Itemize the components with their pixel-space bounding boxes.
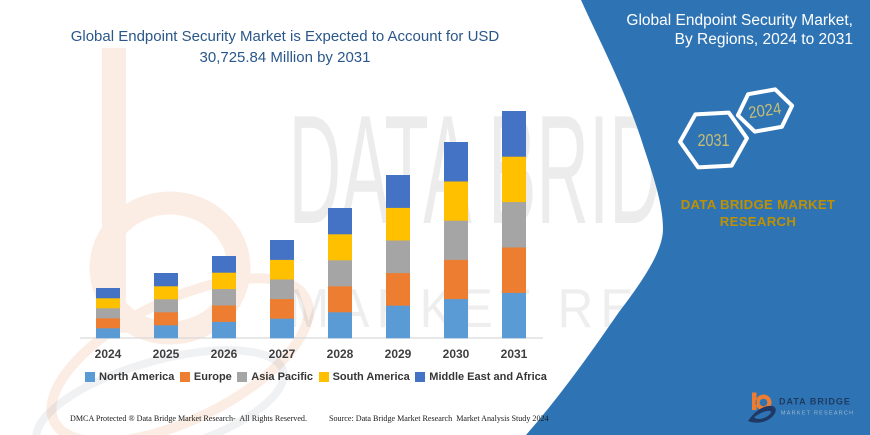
svg-text:2024: 2024 [747,100,782,122]
svg-text:DATA BRIDGE: DATA BRIDGE [779,397,851,407]
svg-text:2031: 2031 [698,130,730,150]
svg-text:MARKET RESEARCH: MARKET RESEARCH [781,410,854,416]
